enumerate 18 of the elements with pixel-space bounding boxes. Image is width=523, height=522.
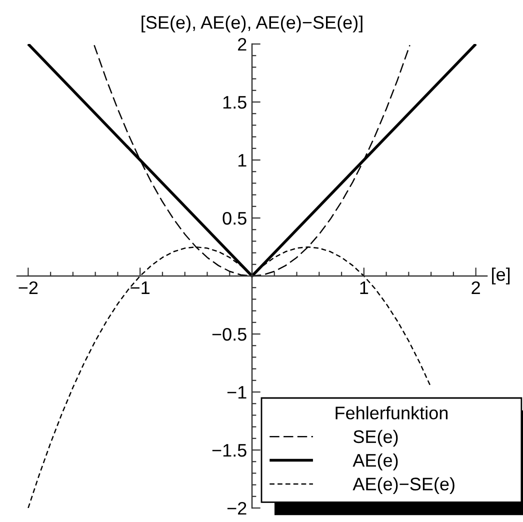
y-tick-label: 2 (238, 38, 246, 51)
y-tick-label: −1.5 (212, 444, 246, 457)
legend-label: SE(e) (354, 430, 398, 447)
y-tick-label: 1 (238, 154, 246, 167)
y-tick-label: −1 (227, 386, 246, 399)
legend-label: AE(e) (352, 454, 398, 470)
x-axis-title: [e] (492, 268, 510, 284)
y-tick-label: −2 (227, 502, 246, 515)
x-tick-label: −1 (130, 282, 150, 294)
legend-title: Fehlerfunktion (336, 406, 448, 420)
y-axis-title: [SE(e), AE(e), AE(e)−SE(e)] (142, 16, 362, 32)
legend-label: AE(e)−SE(e) (352, 477, 454, 494)
y-tick-label: 0.5 (222, 212, 246, 225)
y-tick-label: −0.5 (212, 328, 246, 341)
x-tick-label: 1 (360, 282, 368, 294)
x-tick-label: −2 (18, 281, 38, 294)
x-tick-label: 2 (472, 281, 480, 294)
y-tick-label: 1.5 (223, 96, 246, 109)
